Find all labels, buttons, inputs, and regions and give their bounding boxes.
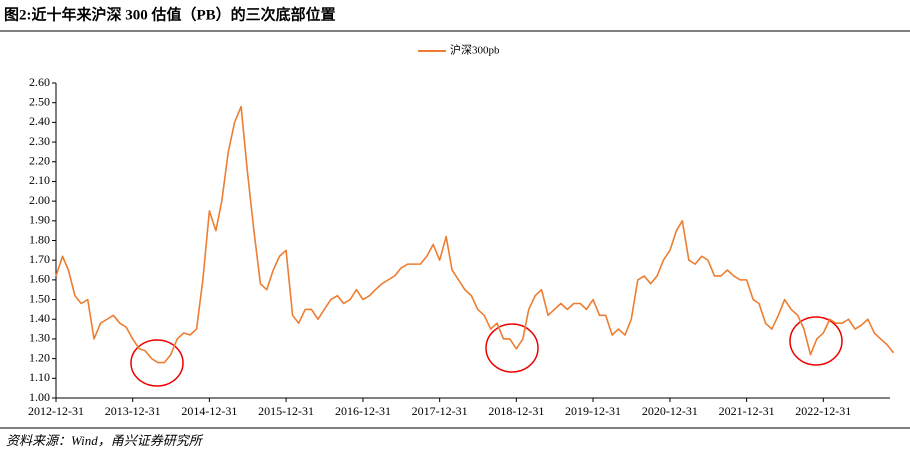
legend-label: 沪深300pb [450,43,500,57]
x-tick-label: 2017-12-31 [412,404,468,418]
highlight-circle [789,316,843,366]
y-tick-label: 1.90 [29,213,50,227]
y-tick-label: 1.20 [29,350,50,364]
x-tick-label: 2016-12-31 [335,404,391,418]
x-tick-label: 2021-12-31 [719,404,775,418]
y-tick-label: 2.40 [29,114,50,128]
y-tick-label: 2.00 [29,193,50,207]
y-tick-label: 2.60 [29,75,50,89]
highlight-circle [485,323,539,373]
x-tick-label: 2022-12-31 [795,404,851,418]
y-tick-label: 2.10 [29,173,50,187]
x-tick-label: 2014-12-31 [181,404,237,418]
data-line [55,105,895,364]
y-tick-label: 1.80 [29,232,50,246]
y-tick-label: 1.40 [29,311,50,325]
y-tick-label: 2.20 [29,154,50,168]
y-tick-label: 1.70 [29,252,50,266]
x-tick-label: 2015-12-31 [258,404,314,418]
x-tick-label: 2018-12-31 [488,404,544,418]
x-tick-label: 2020-12-31 [642,404,698,418]
x-tick-label: 2013-12-31 [105,404,161,418]
x-tick-label: 2019-12-31 [565,404,621,418]
y-tick-label: 2.30 [29,134,50,148]
chart-title: 图2:近十年来沪深 300 估值（PB）的三次底部位置 [4,5,336,23]
highlight-circle [130,339,184,387]
y-tick-label: 1.10 [29,370,50,384]
y-tick-label: 1.60 [29,272,50,286]
y-tick-label: 2.50 [29,94,50,108]
y-tick-label: 1.00 [29,390,50,404]
x-tick-label: 2012-12-31 [28,404,84,418]
y-tick-label: 1.30 [29,331,50,345]
source: 资料来源：Wind，甬兴证券研究所 [6,433,204,448]
y-tick-label: 1.50 [29,291,50,305]
